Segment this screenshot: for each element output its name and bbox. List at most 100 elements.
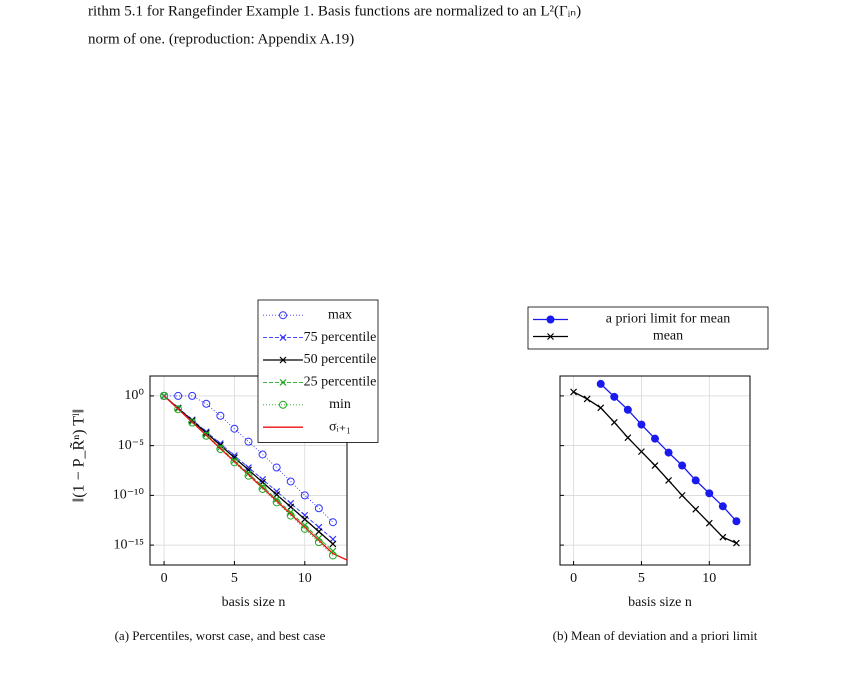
marker <box>188 391 197 400</box>
marker <box>287 503 295 511</box>
marker-stroke <box>719 533 727 541</box>
marker <box>188 418 197 427</box>
marker-stroke <box>273 495 281 503</box>
marker-stroke <box>287 503 295 511</box>
marker <box>610 392 619 401</box>
series-line <box>163 395 347 561</box>
marker <box>216 411 225 420</box>
marker-stroke <box>733 539 740 547</box>
marker-stroke <box>279 356 287 364</box>
legend-label: 25 percentile <box>304 375 377 390</box>
legend-label: σᵢ₊₁ <box>329 419 351 434</box>
marker <box>624 434 632 442</box>
marker <box>570 388 577 396</box>
legend-label: 50 percentile <box>304 352 377 367</box>
legend-marker <box>279 311 287 320</box>
marker <box>231 457 238 464</box>
plot-frame <box>149 375 348 566</box>
marker-stroke <box>231 457 238 464</box>
x-tick-label: 10 <box>298 571 312 586</box>
marker-stroke <box>692 505 700 513</box>
marker <box>705 519 713 527</box>
marker <box>596 379 605 388</box>
marker <box>692 505 700 513</box>
marker <box>174 391 183 400</box>
marker-stroke <box>583 395 591 403</box>
marker <box>314 538 323 547</box>
marker <box>202 431 211 440</box>
marker-stroke <box>315 528 323 535</box>
legend-label: max <box>328 307 352 322</box>
legend-box <box>527 306 769 350</box>
marker <box>259 476 266 483</box>
marker-stroke <box>245 464 252 471</box>
marker <box>286 477 295 486</box>
marker <box>286 511 295 520</box>
marker <box>328 551 337 560</box>
marker <box>244 437 253 446</box>
marker <box>272 463 281 472</box>
marker-stroke <box>202 429 210 437</box>
marker <box>258 484 267 493</box>
marker <box>733 539 740 547</box>
marker-stroke <box>665 476 672 484</box>
body-text: norm of one. (reproduction: Appendix A.1… <box>88 31 354 47</box>
marker <box>188 417 196 425</box>
legend-marker <box>547 333 554 340</box>
marker-stroke <box>705 519 713 527</box>
marker <box>160 391 169 400</box>
marker <box>665 476 672 484</box>
x-tick-label: 0 <box>570 571 577 586</box>
legend-label: mean <box>653 329 683 344</box>
y-tick-label: 10⁻¹⁰ <box>113 488 145 503</box>
marker <box>718 502 727 511</box>
x-tick-label: 0 <box>161 571 168 586</box>
marker <box>637 420 646 429</box>
marker <box>258 450 267 459</box>
caption: (a) Percentiles, worst case, and best ca… <box>115 628 326 643</box>
marker <box>638 448 645 456</box>
marker-stroke <box>570 388 577 396</box>
plot-area <box>160 392 347 561</box>
x-tick-label: 5 <box>231 571 238 586</box>
marker <box>244 471 253 480</box>
marker <box>314 504 323 513</box>
marker <box>245 470 252 477</box>
marker <box>329 540 337 548</box>
marker-stroke <box>547 333 554 340</box>
x-tick-label: 10 <box>702 571 716 586</box>
y-tick-label: 10⁰ <box>124 388 144 403</box>
marker-stroke <box>329 535 337 543</box>
plot-area <box>570 383 740 547</box>
marker-stroke <box>188 417 196 425</box>
y-tick-label: 10⁻¹⁵ <box>114 537 145 552</box>
marker <box>231 452 238 460</box>
legend-label: a priori limit for mean <box>606 312 730 327</box>
marker <box>651 434 659 443</box>
marker <box>583 395 591 403</box>
marker-stroke <box>259 483 266 490</box>
y-axis-label: ‖(1 − P_R̃ⁿ) Tˡ‖ <box>70 409 88 502</box>
marker-stroke <box>651 462 659 469</box>
legend-marker <box>546 315 555 324</box>
marker <box>732 517 741 526</box>
marker-stroke <box>279 378 287 386</box>
marker <box>719 533 727 541</box>
marker <box>328 518 337 527</box>
marker <box>301 515 309 523</box>
marker-stroke <box>329 547 337 555</box>
marker-stroke <box>245 470 252 477</box>
marker <box>174 405 183 414</box>
x-axis-label: basis size n <box>628 595 692 610</box>
marker <box>678 461 687 470</box>
marker <box>202 399 211 408</box>
marker <box>664 448 673 457</box>
marker <box>216 445 225 454</box>
y-tick-label: 10⁻⁵ <box>118 438 144 453</box>
marker-stroke <box>301 515 309 523</box>
marker <box>315 528 323 535</box>
legend-marker <box>279 378 287 386</box>
marker <box>705 489 714 498</box>
x-axis-label: basis size n <box>222 595 286 610</box>
